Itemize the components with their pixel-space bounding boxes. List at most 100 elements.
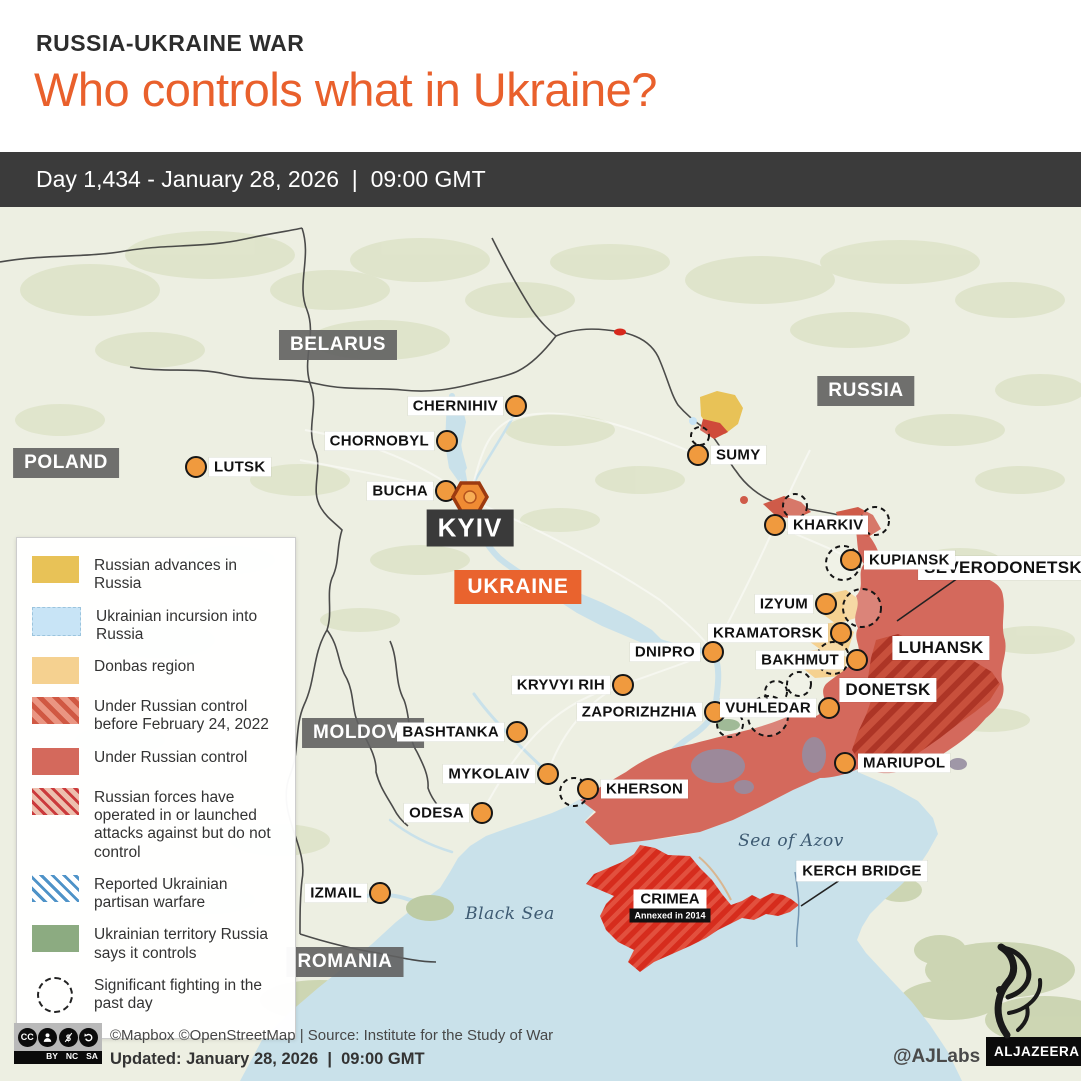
- city-dot: [830, 622, 852, 644]
- city-label: KRYVYI RIH: [511, 675, 610, 695]
- legend-swatch: [32, 787, 79, 815]
- legend-swatch: [37, 976, 73, 1013]
- city-label: MARIUPOL: [858, 753, 951, 773]
- aljazeera-wordmark: ALJAZEERA: [986, 1037, 1081, 1066]
- fighting-circle: [842, 588, 882, 628]
- country-label-ukraine: UKRAINE: [454, 570, 582, 604]
- sea-labels-layer: Black Sea Sea of Azov: [0, 207, 1081, 1081]
- city-dot: [471, 802, 493, 824]
- city-dot: [612, 674, 634, 696]
- city-label: DNIPRO: [629, 642, 700, 662]
- page-title: Who controls what in Ukraine?: [34, 63, 657, 116]
- cc-icon: CC: [17, 1027, 37, 1047]
- city-dot: [764, 514, 786, 536]
- city-dot: [840, 549, 862, 571]
- city-dot: [505, 395, 527, 417]
- header-kicker: RUSSIA-UKRAINE WAR: [36, 30, 305, 56]
- country-labels-layer: POLAND BELARUS RUSSIA MOLDOVA ROMANIA UKRAINE: [0, 207, 1081, 1081]
- legend-item: Under Russian control: [32, 747, 280, 775]
- city-dot: [815, 593, 837, 615]
- date-bar-text: Day 1,434 - January 28, 2026 | 09:00 GMT: [36, 166, 486, 192]
- cc-nc-icon: $: [58, 1027, 78, 1047]
- city-label: SUMY: [711, 445, 766, 465]
- city-label: BASHTANKA: [397, 722, 504, 742]
- pointer-lines: [800, 577, 959, 907]
- region-label: LUHANSK: [892, 636, 990, 660]
- kerch-bridge-line: [794, 871, 800, 948]
- city-label: KHERSON: [601, 779, 689, 799]
- map-attribution: ©Mapbox ©OpenStreetMap | Source: Institu…: [110, 1027, 554, 1044]
- country-label-poland: POLAND: [13, 448, 119, 478]
- region-label: DONETSK: [839, 678, 937, 702]
- ajlabs-handle: @AJLabs: [893, 1046, 981, 1067]
- city-label: VUHLEDAR: [720, 698, 816, 718]
- country-label-russia: RUSSIA: [817, 376, 915, 406]
- legend-swatch: [32, 657, 79, 685]
- city-label: KUPIANSK: [864, 550, 955, 570]
- region-labels-layer: SEVERODONETSK LUHANSK DONETSK KERCH BRIDGE C…: [0, 207, 1081, 1081]
- aljazeera-logo-icon: [994, 943, 1043, 1039]
- legend-item: Donbas region: [32, 656, 280, 685]
- country-label-belarus: BELARUS: [278, 330, 398, 360]
- fighting-circle: [764, 680, 788, 704]
- cc-sa-icon: [79, 1027, 99, 1047]
- legend-item: Ukrainian territory Russia says it contr…: [32, 924, 280, 963]
- legend-swatch: [32, 606, 81, 636]
- legend-label: Significant fighting in the past day: [94, 976, 263, 1013]
- fighting-circle: [690, 426, 710, 446]
- city-dot: [818, 697, 840, 719]
- city-label: BAKHMUT: [756, 650, 844, 670]
- arabat-spit: [698, 856, 732, 901]
- city-label: ODESA: [404, 803, 469, 823]
- legend-swatch: [32, 925, 79, 953]
- legend-item: Ukrainian incursion into Russia: [32, 606, 280, 645]
- sea-label: Black Sea: [465, 904, 555, 924]
- black-sea-water: [240, 766, 962, 1081]
- region-label: KERCH BRIDGE: [796, 860, 928, 882]
- city-label: MYKOLAIV: [443, 764, 535, 784]
- danube-delta: [406, 895, 454, 921]
- city-label: KHARKIV: [788, 515, 869, 535]
- city-dot: [537, 763, 559, 785]
- legend-label: Russian advances in Russia: [94, 557, 238, 593]
- sea-label: Sea of Azov: [738, 831, 844, 851]
- city-dot: [185, 456, 207, 478]
- city-label: IZMAIL: [305, 883, 367, 903]
- city-dot: [577, 778, 599, 800]
- legend-label: Under Russian control before February 24…: [94, 698, 269, 734]
- legend: Russian advances in Russia Ukrainian incu…: [16, 537, 296, 1039]
- country-label-romania: ROMANIA: [286, 947, 404, 977]
- russia-says-controls-patch: [716, 719, 740, 731]
- legend-item: Russian forces have operated in or launc…: [32, 787, 280, 862]
- terrain-texture: [15, 231, 1081, 914]
- city-dot: [846, 649, 868, 671]
- city-dot: [506, 721, 528, 743]
- legend-item: Significant fighting in the past day: [32, 975, 280, 1014]
- cc-labels: BY NC SA: [14, 1051, 102, 1064]
- legend-swatch: [32, 556, 79, 583]
- legend-item: Reported Ukrainian partisan warfare: [32, 874, 280, 913]
- crimea-title: CRIMEA: [633, 889, 707, 909]
- partisan-patches: [691, 737, 967, 794]
- legend-item: Under Russian control before February 24…: [32, 696, 280, 735]
- updated-timestamp: Updated: January 28, 2026 | 09:00 GMT: [110, 1050, 425, 1068]
- fighting-circle: [786, 671, 812, 697]
- capital-label-kyiv: KYIV: [426, 509, 514, 547]
- legend-swatch: [32, 874, 79, 902]
- city-label: CHORNOBYL: [324, 431, 434, 451]
- city-label: ZAPORIZHZHIA: [576, 702, 702, 722]
- sumy-advance: [689, 391, 743, 439]
- header: RUSSIA-UKRAINE WAR Who controls what in …: [0, 0, 1081, 152]
- city-label: LUTSK: [209, 457, 271, 477]
- city-label: BUCHA: [367, 481, 433, 501]
- legend-label: Donbas region: [94, 658, 195, 676]
- city-markers-layer: LUTSK CHERNIHIV CHORNOBYL BUCHA SUMY KHARKIV K…: [0, 207, 1081, 1081]
- city-dot: [702, 641, 724, 663]
- pre2022-control-zone: [852, 634, 1000, 771]
- legend-items: Russian advances in Russia Ukrainian incu…: [32, 555, 280, 1014]
- city-label: IZYUM: [754, 594, 813, 614]
- legend-item: Russian advances in Russia: [32, 555, 280, 594]
- cc-by-icon: [38, 1027, 58, 1047]
